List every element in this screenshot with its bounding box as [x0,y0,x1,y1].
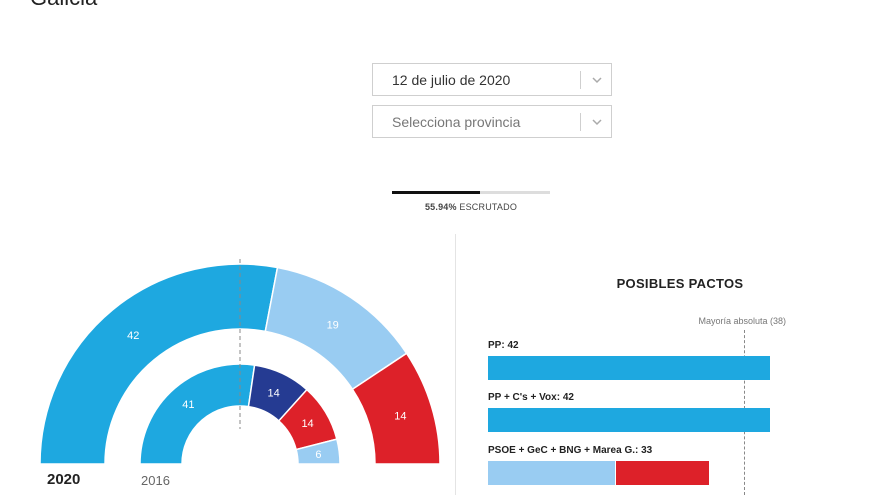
scrutiny-progress-text: 55.94% ESCRUTADO [392,202,550,212]
scrutiny-progress-bar [392,191,550,194]
pact-bar [488,461,788,485]
pact-label: PP: 42 [488,340,519,351]
outer-ring-segment [351,352,441,465]
scrutiny-percent: 55.94% [424,202,457,212]
pact-bar-segment [616,461,710,485]
pact-row: PP: 42 [488,340,788,380]
inner-ring-seat-label: 14 [268,388,280,400]
select-divider [580,113,581,131]
outer-ring-seat-label: 14 [394,411,406,423]
pact-bar-segment [488,461,615,485]
chevron-down-icon [592,77,602,84]
majority-label: Mayoría absoluta (38) [698,316,786,326]
inner-ring-segment [295,438,341,465]
pact-bar [488,356,788,380]
inner-ring-seat-label: 6 [315,449,321,461]
outer-ring-seat-label: 42 [127,330,139,342]
pact-label: PSOE + GeC + BNG + Marea G.: 33 [488,445,653,456]
select-divider [580,71,581,89]
pacts-title: POSIBLES PACTOS [616,276,744,291]
pact-bar-segment [488,356,770,380]
year-2016-tab[interactable]: 2016 [141,473,170,488]
year-2020-tab[interactable]: 2020 [47,471,81,488]
pact-label: PP + C's + Vox: 42 [488,392,574,403]
inner-ring-seat-label: 14 [301,418,313,430]
pact-row: PSOE + GeC + BNG + Marea G.: 33 [488,445,788,485]
date-select-value: 12 de julio de 2020 [392,72,511,88]
date-select[interactable]: 12 de julio de 2020 [372,63,612,96]
inner-ring-seat-label: 41 [182,399,194,411]
region-title: Galicia [30,0,97,10]
pact-bar-segment [488,408,770,432]
hemicycle-chart: 42 19 14 41 14 14 6 [39,259,441,465]
outer-ring-seat-label: 19 [327,319,339,331]
outer-ring-segment [39,263,279,465]
pact-bar [488,408,788,432]
chevron-down-icon [592,119,602,126]
pact-row: PP + C's + Vox: 42 [488,392,788,432]
scrutiny-progress-fill [392,191,481,194]
province-select-value: Selecciona provincia [392,114,521,130]
scrutiny-label: ESCRUTADO [459,202,518,212]
section-divider [455,234,456,495]
province-select[interactable]: Selecciona provincia [372,105,612,138]
inner-ring-segment [139,363,256,465]
